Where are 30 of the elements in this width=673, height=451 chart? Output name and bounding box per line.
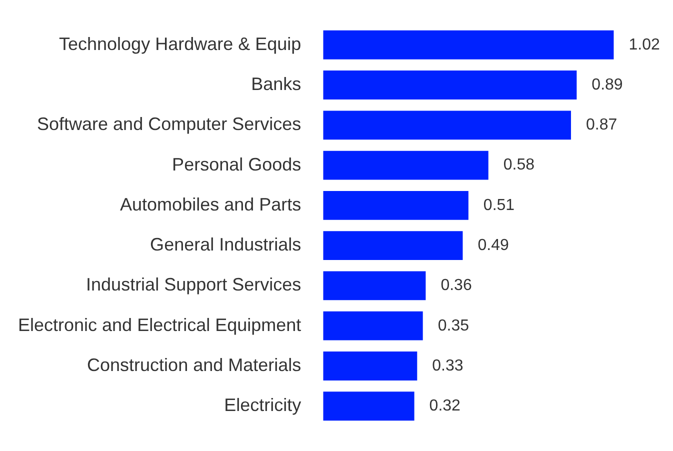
data-label: 0.87 [586,116,618,134]
data-label: 0.51 [483,196,515,214]
data-label: 1.02 [628,36,660,54]
y-tick-label: General Industrials [150,234,302,255]
y-tick-label: Construction and Materials [87,354,302,375]
y-tick-label: Banks [251,74,302,94]
bar [323,311,423,340]
bar [323,150,488,180]
bar [323,231,463,260]
data-label: 0.89 [592,76,623,94]
y-tick-label: Software and Computer Services [37,114,302,134]
data-label: 0.32 [429,398,461,415]
data-label: 0.49 [478,236,509,254]
data-label: 0.33 [432,357,464,374]
y-tick-label: Technology Hardware & Equip [59,34,302,54]
y-tick-label: Electronic and Electrical Equipment [18,314,302,335]
y-tick-label: Industrial Support Services [86,274,302,295]
bar [323,70,577,100]
bar [323,392,414,421]
bar [323,30,614,60]
data-label: 0.35 [438,317,470,334]
data-label: 0.36 [440,277,472,294]
bar [323,352,418,380]
bar [323,271,426,300]
bar [323,190,468,220]
data-label: 0.58 [503,156,535,174]
bar [323,110,571,140]
y-tick-label: Personal Goods [172,154,302,174]
y-tick-label: Automobiles and Parts [120,194,302,214]
y-tick-label: Electricity [224,395,302,416]
